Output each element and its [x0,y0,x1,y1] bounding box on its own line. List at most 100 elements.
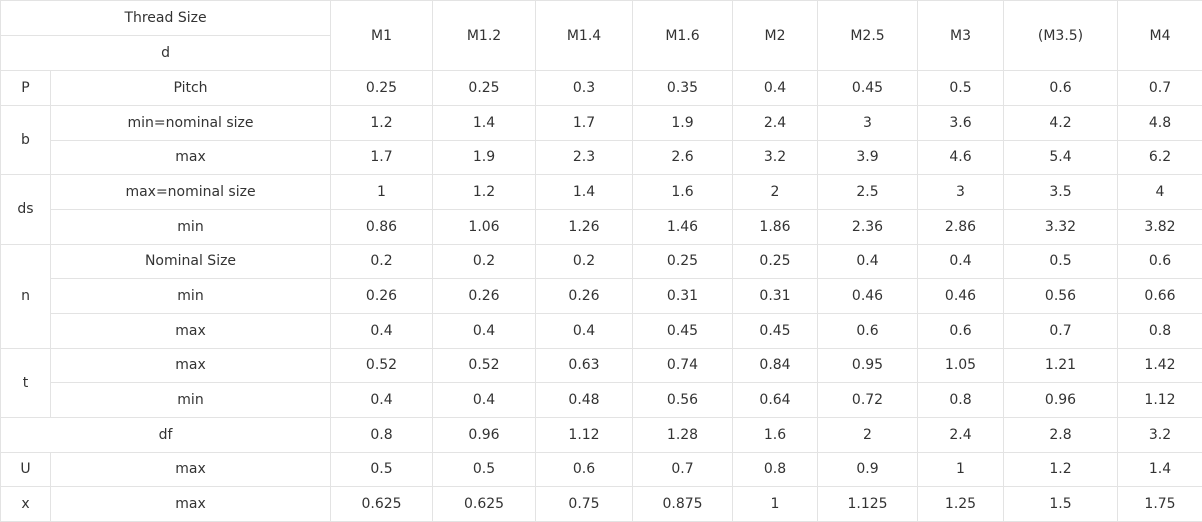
value-cell: 1.28 [632,416,734,453]
label-cell: min [49,278,332,314]
value-cell: 0.52 [330,347,434,384]
symbol-cell: t [0,347,51,418]
value-cell: 0.8 [1117,312,1202,349]
value-cell: 0.8 [732,451,819,488]
value-cell: 3.2 [732,139,819,176]
symbol-cell: P [0,70,51,106]
data-row: min 0.86 1.06 1.26 1.46 1.86 2.36 2.86 3.32 3.82 [1,208,1202,245]
value-cell: 0.2 [432,243,537,280]
value-cell: 1.6 [632,174,734,210]
value-cell: 1.21 [1003,347,1119,384]
value-cell: 1.86 [732,208,819,245]
symbol-cell: b [0,104,51,176]
value-cell: 3 [817,104,919,141]
value-cell: 0.6 [1003,70,1119,106]
value-cell: 3.6 [917,104,1005,141]
value-cell: 0.625 [432,486,537,522]
value-cell: 0.6 [817,312,919,349]
value-cell: 0.5 [330,451,434,488]
value-cell: 1 [732,486,819,522]
value-cell: 0.75 [535,486,634,522]
value-cell: 0.26 [330,278,434,314]
value-cell: 1.7 [535,104,634,141]
value-cell: 0.4 [330,312,434,349]
data-row: P Pitch 0.25 0.25 0.3 0.35 0.4 0.45 0.5 0.6 0.7 [0,70,1202,106]
value-cell: 0.4 [535,312,634,349]
value-cell: 1 [330,174,434,210]
value-cell: 3.5 [1003,174,1119,210]
value-cell: 2.5 [817,174,919,210]
value-cell: 2.6 [632,139,734,176]
value-cell: 0.31 [632,278,734,314]
value-cell: 2.36 [817,208,919,245]
value-cell: 0.7 [1003,312,1119,349]
label-cell: max [49,347,332,384]
value-cell: 2 [817,416,919,453]
value-cell: 1 [917,451,1005,488]
value-cell: 0.625 [330,486,434,522]
value-cell: 0.35 [632,70,734,106]
value-cell: 0.8 [330,416,434,453]
value-cell: 1.9 [632,104,734,141]
value-cell: 2.4 [917,416,1005,453]
value-cell: 1.2 [432,174,537,210]
symbol-cell: x [0,486,51,522]
value-cell: 0.52 [432,347,537,384]
value-cell: 0.4 [917,243,1005,280]
value-cell: 3.82 [1117,208,1202,245]
value-cell: 0.5 [1003,243,1119,280]
value-cell: 1.7 [330,139,434,176]
size-header: M1.4 [535,0,634,72]
value-cell: 4.8 [1117,104,1202,141]
value-cell: 0.4 [817,243,919,280]
data-row: b min=nominal size 1.2 1.4 1.7 1.9 2.4 3 3.6 4.2 4… [0,104,1202,176]
value-cell: 0.74 [632,347,734,384]
corner-cell: d [0,35,332,72]
value-cell: 0.25 [632,243,734,280]
value-cell: 0.3 [535,70,634,106]
value-cell: 0.8 [917,382,1005,418]
value-cell: 0.46 [817,278,919,314]
value-cell: 4.2 [1003,104,1119,141]
symbol-cell: U [0,451,51,488]
value-cell: 0.96 [1003,382,1119,418]
value-cell: 1.12 [1117,382,1202,418]
label-cell: min [49,382,332,418]
value-cell: 0.46 [917,278,1005,314]
size-header: M3 [917,0,1005,72]
value-cell: 0.6 [535,451,634,488]
value-cell: 0.2 [535,243,634,280]
size-header: M1.6 [632,0,734,72]
value-cell: 1.9 [432,139,537,176]
value-cell: 0.45 [732,312,819,349]
value-cell: 1.2 [330,104,434,141]
data-row: max 0.4 0.4 0.4 0.45 0.45 0.6 0.6 0.7 0.8 [1,312,1202,349]
value-cell: 0.25 [732,243,819,280]
value-cell: 0.26 [432,278,537,314]
value-cell: 0.6 [917,312,1005,349]
value-cell: 0.4 [330,382,434,418]
label-cell: min=nominal size [49,104,332,141]
value-cell: 6.2 [1117,139,1202,176]
value-cell: 0.4 [732,70,819,106]
value-cell: 0.9 [817,451,919,488]
size-header: (M3.5) [1003,0,1119,72]
label-cell: max [49,451,332,488]
symbol-cell: n [0,243,51,349]
data-row: df 0.8 0.96 1.12 1.28 1.6 2 2.4 2.8 3.2 [0,416,1202,453]
value-cell: 0.7 [632,451,734,488]
value-cell: 0.56 [632,382,734,418]
value-cell: 0.875 [632,486,734,522]
value-cell: 0.45 [817,70,919,106]
value-cell: 0.96 [432,416,537,453]
size-header: M1 [330,0,434,72]
value-cell: 0.2 [330,243,434,280]
value-cell: 1.12 [535,416,634,453]
value-cell: 2.8 [1003,416,1119,453]
symbol-cell: ds [0,174,51,245]
value-cell: 1.06 [432,208,537,245]
value-cell: 0.95 [817,347,919,384]
